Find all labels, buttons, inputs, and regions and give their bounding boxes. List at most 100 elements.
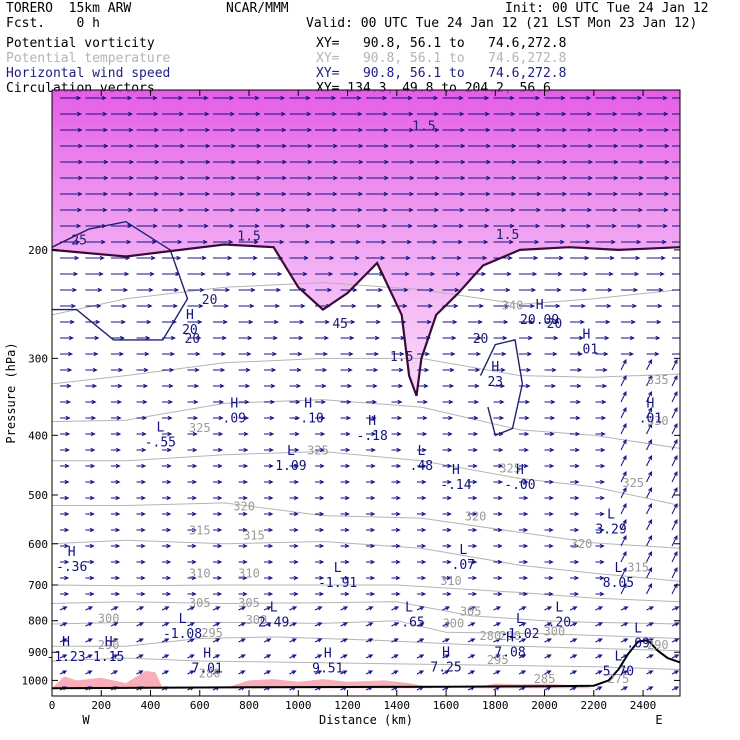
- circulation-vector: [468, 287, 486, 293]
- theta-label: 320: [571, 537, 593, 551]
- circulation-vector: [570, 191, 593, 197]
- circulation-vector: [391, 159, 415, 165]
- extremum-value: -.65: [393, 616, 424, 631]
- circulation-vector: [442, 399, 454, 405]
- circulation-vector: [646, 95, 668, 101]
- theta-label: 305: [189, 596, 211, 610]
- circulation-vector: [85, 654, 93, 659]
- circulation-vector: [264, 575, 274, 581]
- circulation-vector: [620, 486, 627, 499]
- circulation-vector: [85, 511, 95, 517]
- circulation-vector: [442, 543, 452, 549]
- circulation-vector: [570, 319, 585, 325]
- circulation-vector: [136, 654, 144, 659]
- circulation-vector: [493, 399, 505, 405]
- circulation-vector: [136, 591, 146, 597]
- circulation-vector: [60, 207, 83, 213]
- circulation-vector: [187, 127, 211, 133]
- wind-contour-25: [52, 220, 189, 341]
- circulation-vector: [264, 319, 279, 325]
- circulation-vector: [671, 422, 678, 435]
- circulation-vector: [416, 654, 425, 659]
- circulation-vector: [621, 175, 645, 181]
- circulation-vector: [238, 479, 249, 485]
- circulation-vector: [340, 207, 363, 213]
- circulation-vector: [493, 527, 503, 533]
- circulation-vector: [416, 606, 425, 611]
- circulation-vector: [289, 622, 298, 627]
- circulation-vector: [136, 606, 145, 611]
- circulation-vector: [570, 367, 583, 373]
- circulation-vector: [595, 351, 609, 357]
- wind-contour-20: [479, 339, 524, 437]
- circulation-vector: [238, 319, 254, 325]
- circulation-vector: [289, 527, 299, 533]
- circulation-vector: [289, 255, 309, 261]
- circulation-vector: [340, 271, 359, 277]
- circulation-vector: [289, 447, 300, 453]
- circulation-vector: [365, 622, 374, 627]
- circulation-vector: [493, 670, 501, 675]
- circulation-vector: [621, 223, 643, 229]
- circulation-vector: [595, 638, 603, 643]
- circulation-vector: [162, 303, 179, 309]
- circulation-vector: [442, 559, 452, 565]
- circulation-vector: [111, 127, 134, 133]
- circulation-vector: [340, 591, 350, 597]
- circulation-vector: [544, 111, 567, 117]
- circulation-vector: [136, 239, 157, 245]
- circulation-vector: [544, 95, 566, 101]
- circulation-vector: [493, 383, 506, 389]
- circulation-vector: [621, 127, 644, 133]
- circulation-vector: [213, 367, 226, 373]
- x-right-end-label: E: [655, 713, 662, 727]
- plot-frame: [51, 89, 681, 697]
- y-tick-label: 500: [28, 489, 48, 502]
- circulation-vector: [570, 175, 594, 181]
- circulation-vector: [136, 527, 146, 533]
- circulation-vector: [263, 638, 272, 643]
- circulation-vector: [672, 257, 680, 259]
- circulation-vector: [366, 143, 390, 149]
- circulation-vector: [187, 463, 198, 469]
- circulation-vector: [442, 591, 452, 597]
- theta-label: 315: [189, 524, 211, 538]
- circulation-vector: [264, 479, 274, 485]
- circulation-vector: [340, 638, 348, 643]
- circulation-vector: [468, 143, 492, 149]
- circulation-vector: [136, 575, 146, 581]
- circulation-vector: [187, 303, 204, 309]
- circulation-vector: [391, 287, 409, 293]
- circulation-vector: [646, 502, 653, 515]
- circulation-vector: [187, 383, 200, 389]
- circulation-vector: [442, 127, 466, 133]
- circulation-vector: [136, 638, 144, 643]
- circulation-vector: [442, 575, 452, 581]
- circulation-vector: [289, 191, 313, 197]
- circulation-vector: [391, 351, 405, 357]
- circulation-vector: [212, 622, 221, 627]
- extremum-value: .09: [223, 412, 246, 427]
- circulation-vector: [468, 543, 478, 549]
- circulation-vector: [110, 670, 119, 675]
- circulation-vector: [442, 95, 464, 101]
- circulation-vector: [595, 207, 618, 213]
- theta-label: 320: [465, 510, 487, 524]
- circulation-vector: [417, 431, 428, 437]
- circulation-vector: [646, 239, 667, 245]
- circulation-vector: [264, 431, 275, 437]
- circulation-vector: [263, 606, 272, 611]
- circulation-vector: [187, 143, 211, 149]
- circulation-vector: [264, 383, 276, 389]
- circulation-vector: [289, 479, 300, 485]
- circulation-vector: [544, 191, 568, 197]
- y-tick-label: 900: [28, 646, 48, 659]
- circulation-vector: [417, 463, 427, 469]
- theta-label: 315: [627, 560, 649, 574]
- circulation-vector: [570, 383, 582, 389]
- circulation-vector: [289, 95, 311, 101]
- circulation-vector: [366, 175, 390, 181]
- circulation-vector: [671, 582, 678, 595]
- circulation-vector: [161, 638, 170, 643]
- circulation-vector: [264, 143, 288, 149]
